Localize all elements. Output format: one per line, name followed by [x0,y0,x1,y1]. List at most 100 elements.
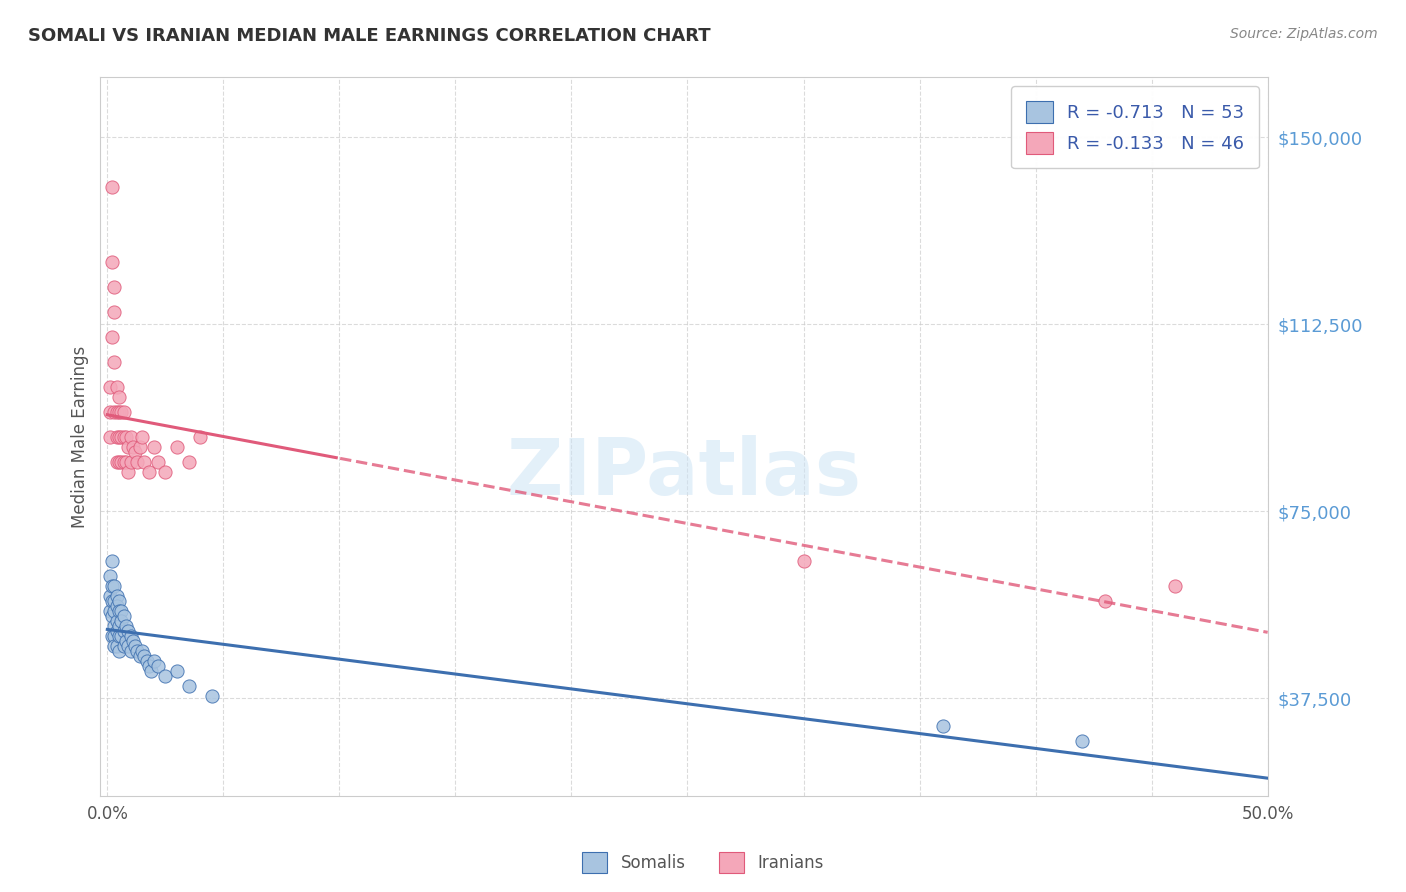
Point [188,429,211,443]
Point [155,669,177,683]
Point [117,639,139,653]
Point [112,429,135,443]
Point [105,454,128,468]
Point [155,465,177,479]
Point [98,604,121,618]
Point [103,594,125,608]
Point [108,644,131,658]
Point [117,465,139,479]
Legend: Somalis, Iranians: Somalis, Iranians [575,846,831,880]
Point [103,579,125,593]
Point [148,659,170,673]
Text: ZIPatlas: ZIPatlas [506,434,862,510]
Point [1071,734,1094,748]
Point [142,440,165,454]
Text: Source: ZipAtlas.com: Source: ZipAtlas.com [1230,27,1378,41]
Point [108,404,131,418]
Point [101,609,124,624]
Point [108,604,131,618]
Point [117,624,139,639]
Point [108,390,131,404]
Point [105,624,128,639]
Point [138,465,160,479]
Point [112,609,135,624]
Point [792,554,814,568]
Point [110,429,132,443]
Point [103,604,125,618]
Point [138,659,160,673]
Point [108,429,131,443]
Point [103,280,125,294]
Point [121,440,143,454]
Y-axis label: Median Male Earnings: Median Male Earnings [72,345,89,528]
Point [112,624,135,639]
Point [98,380,121,394]
Point [1094,594,1116,608]
Point [103,355,125,369]
Point [148,454,170,468]
Point [108,619,131,633]
Point [115,634,138,648]
Point [120,429,142,443]
Point [108,454,131,468]
Point [115,619,138,633]
Point [121,634,143,648]
Point [135,654,157,668]
Point [105,599,128,614]
Point [120,644,142,658]
Point [101,255,124,269]
Point [108,594,131,608]
Point [103,404,125,418]
Point [141,664,163,678]
Point [120,454,142,468]
Point [124,639,146,653]
Point [127,454,149,468]
Point [128,649,150,664]
Point [103,639,125,653]
Point [110,404,132,418]
Point [105,614,128,628]
Point [124,444,146,458]
Point [98,569,121,583]
Point [101,330,124,344]
Point [101,594,124,608]
Point [134,454,156,468]
Point [127,644,149,658]
Point [932,719,955,733]
Point [134,649,156,664]
Point [105,589,128,603]
Point [115,454,138,468]
Point [166,440,188,454]
Point [120,629,142,643]
Point [101,554,124,568]
Text: SOMALI VS IRANIAN MEDIAN MALE EARNINGS CORRELATION CHART: SOMALI VS IRANIAN MEDIAN MALE EARNINGS C… [28,27,711,45]
Point [103,619,125,633]
Point [115,429,138,443]
Point [1164,579,1187,593]
Point [110,629,132,643]
Point [112,639,135,653]
Point [110,614,132,628]
Point [105,404,128,418]
Point [166,664,188,678]
Legend: R = -0.713   N = 53, R = -0.133   N = 46: R = -0.713 N = 53, R = -0.133 N = 46 [1011,87,1258,169]
Point [131,429,153,443]
Point [177,679,200,693]
Point [98,404,121,418]
Point [101,629,124,643]
Point [103,305,125,319]
Point [131,644,153,658]
Point [105,639,128,653]
Point [177,454,200,468]
Point [98,589,121,603]
Point [128,440,150,454]
Point [201,689,224,703]
Point [112,404,135,418]
Point [110,454,132,468]
Point [105,380,128,394]
Point [117,440,139,454]
Point [142,654,165,668]
Point [108,629,131,643]
Point [110,604,132,618]
Point [112,454,135,468]
